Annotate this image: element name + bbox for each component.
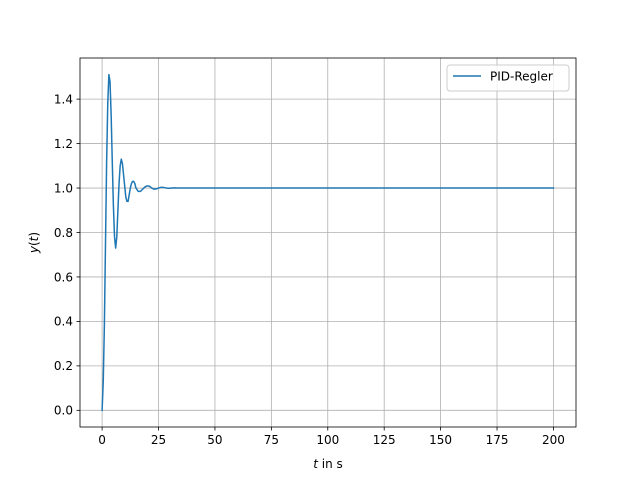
x-axis-label-variable: t — [313, 457, 319, 471]
y-axis-label-argument: t — [27, 235, 41, 241]
y-tick-label: 0.6 — [54, 270, 73, 284]
grid-lines — [80, 58, 576, 427]
y-axis-label-open-paren: ( — [27, 241, 41, 246]
y-axis-label: y(t) — [27, 232, 41, 254]
series-layer — [101, 73, 555, 412]
y-axis-label-close-paren: ) — [27, 232, 41, 237]
y-tick-label: 0.0 — [54, 404, 73, 418]
legend-box — [446, 64, 570, 92]
legend-label-pid-regler: PID-Regler — [490, 70, 553, 84]
y-tick-label: 0.8 — [54, 226, 73, 240]
x-tick-label: 75 — [264, 433, 279, 447]
x-axis-ticks: 0 25 50 75 100 125 150 175 200 — [98, 427, 565, 447]
y-tick-label: 1.4 — [54, 92, 73, 106]
y-axis-ticks: 0.0 0.2 0.4 0.6 0.8 1.0 1.2 1.4 — [54, 92, 80, 418]
series-line-pid-regler — [101, 73, 555, 412]
x-tick-label: 175 — [486, 433, 509, 447]
y-tick-label: 0.2 — [54, 359, 73, 373]
y-axis-label-variable: y — [27, 245, 41, 254]
x-tick-label: 25 — [151, 433, 166, 447]
x-tick-label: 0 — [98, 433, 106, 447]
x-tick-label: 125 — [373, 433, 396, 447]
y-tick-label: 1.0 — [54, 181, 73, 195]
x-axis-label-unit: in s — [318, 457, 343, 471]
x-tick-label: 50 — [207, 433, 222, 447]
y-tick-label: 1.2 — [54, 137, 73, 151]
y-tick-label: 0.4 — [54, 315, 73, 329]
x-tick-label: 150 — [429, 433, 452, 447]
x-axis-label: t in s — [313, 457, 343, 471]
x-tick-label: 200 — [542, 433, 565, 447]
x-tick-label: 100 — [316, 433, 339, 447]
legend: PID-Regler — [446, 64, 570, 92]
